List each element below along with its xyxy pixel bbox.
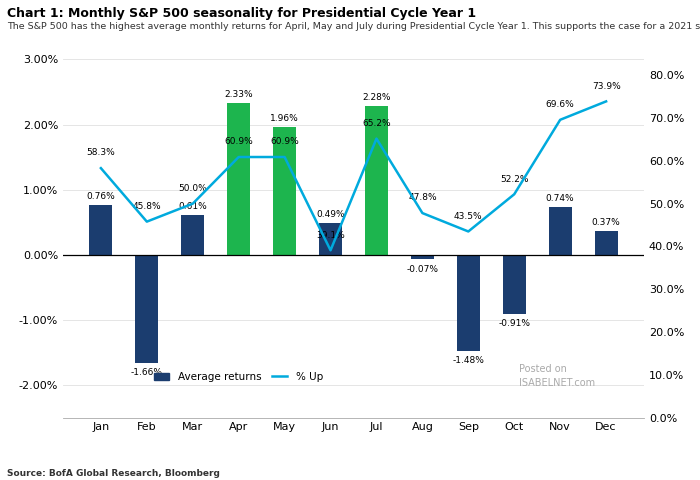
Bar <box>457 255 480 351</box>
Text: 65.2%: 65.2% <box>362 119 391 128</box>
Bar <box>319 223 342 255</box>
Text: Source: BofA Global Research, Bloomberg: Source: BofA Global Research, Bloomberg <box>7 468 220 478</box>
Text: -1.48%: -1.48% <box>452 356 484 365</box>
Bar <box>228 103 250 255</box>
Text: The S&P 500 has the highest average monthly returns for April, May and July duri: The S&P 500 has the highest average mont… <box>7 22 700 31</box>
Text: 45.8%: 45.8% <box>132 202 161 211</box>
Text: 60.9%: 60.9% <box>270 137 299 146</box>
Bar <box>135 255 158 363</box>
Text: 69.6%: 69.6% <box>546 100 575 109</box>
Text: 0.76%: 0.76% <box>87 192 116 202</box>
Bar <box>549 206 572 255</box>
Text: -1.66%: -1.66% <box>131 368 163 377</box>
Bar <box>594 231 617 255</box>
Bar <box>411 255 434 259</box>
Bar <box>503 255 526 314</box>
Text: Posted on
ISABELNET.com: Posted on ISABELNET.com <box>519 364 595 388</box>
Bar <box>181 215 204 255</box>
Text: 0.49%: 0.49% <box>316 210 345 219</box>
Text: 60.9%: 60.9% <box>224 137 253 146</box>
Text: 2.28%: 2.28% <box>362 94 391 102</box>
Text: 50.0%: 50.0% <box>178 184 207 193</box>
Text: 39.1%: 39.1% <box>316 230 345 240</box>
Text: 43.5%: 43.5% <box>454 212 482 221</box>
Text: 0.74%: 0.74% <box>546 194 575 203</box>
Text: -0.07%: -0.07% <box>407 264 438 274</box>
Text: Chart 1: Monthly S&P 500 seasonality for Presidential Cycle Year 1: Chart 1: Monthly S&P 500 seasonality for… <box>7 7 476 20</box>
Bar <box>273 127 296 255</box>
Text: 73.9%: 73.9% <box>592 82 620 91</box>
Text: -0.91%: -0.91% <box>498 319 531 328</box>
Bar <box>90 205 113 255</box>
Bar <box>365 107 388 255</box>
Text: 52.2%: 52.2% <box>500 175 528 183</box>
Legend: Average returns, % Up: Average returns, % Up <box>150 368 327 386</box>
Text: 1.96%: 1.96% <box>270 114 299 123</box>
Text: 0.61%: 0.61% <box>178 202 207 211</box>
Text: 0.37%: 0.37% <box>592 218 620 227</box>
Text: 2.33%: 2.33% <box>225 90 253 99</box>
Text: 47.8%: 47.8% <box>408 193 437 203</box>
Text: 58.3%: 58.3% <box>87 148 116 157</box>
